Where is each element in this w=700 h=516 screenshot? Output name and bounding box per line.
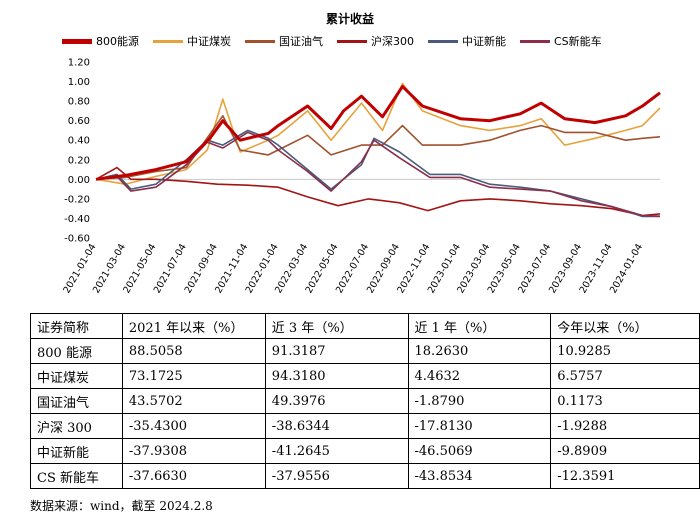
table-row: 中证煤炭 73.1725 94.3180 4.4632 6.5757 xyxy=(30,363,700,389)
table-cell: -37.9556 xyxy=(264,463,409,489)
legend-swatch xyxy=(520,39,550,43)
y-tick-label: 0.00 xyxy=(68,175,90,186)
table-cell: 49.3976 xyxy=(264,388,409,414)
table-cell: 43.5702 xyxy=(121,388,266,414)
legend-label: 沪深300 xyxy=(371,35,414,48)
y-tick-label: 1.00 xyxy=(68,77,90,88)
table-row: CS 新能车 -37.6630 -37.9556 -43.8534 -12.3591 xyxy=(30,463,700,489)
legend-label: 中证煤炭 xyxy=(187,35,231,48)
chart-legend: 800能源 中证煤炭 国证油气 沪深300 中证新能 CS新能车 xyxy=(62,33,602,49)
chart-plot: 1.20 1.00 0.80 0.60 0.40 0.20 0.00 -0.20 -0.40 -0… xyxy=(61,58,661,295)
legend-item: 中证新能 xyxy=(428,33,506,49)
returns-table: 证券简称 2021 年以来（%） 近 3 年（%） 近 1 年（%） 今年以来（… xyxy=(30,313,700,489)
legend-label: CS新能车 xyxy=(554,35,602,48)
y-tick-label: 0.60 xyxy=(68,116,90,127)
legend-swatch xyxy=(245,39,275,43)
table-cell: -37.6630 xyxy=(121,463,266,489)
table-cell: 88.5058 xyxy=(121,338,266,364)
table-cell: 6.5757 xyxy=(550,363,700,389)
table-cell: -43.8534 xyxy=(407,463,552,489)
legend-label: 800能源 xyxy=(96,35,139,48)
table-header-row: 证券简称 2021 年以来（%） 近 3 年（%） 近 1 年（%） 今年以来（… xyxy=(30,313,700,339)
table-row: 中证新能 -37.9308 -41.2645 -46.5069 -9.8909 xyxy=(30,438,700,464)
table-cell: 国证油气 xyxy=(30,388,123,414)
y-tick-label: -0.20 xyxy=(64,194,90,205)
table-header-cell: 2021 年以来（%） xyxy=(121,313,266,339)
table-header-cell: 近 1 年（%） xyxy=(407,313,552,339)
y-tick-label: 1.20 xyxy=(68,58,90,69)
table-row: 国证油气 43.5702 49.3976 -1.8790 0.1173 xyxy=(30,388,700,414)
y-tick-label: -0.40 xyxy=(64,214,90,225)
y-tick-label: 0.20 xyxy=(68,155,90,166)
legend-swatch xyxy=(153,39,183,43)
legend-swatch xyxy=(337,39,367,43)
table-header-cell: 今年以来（%） xyxy=(550,313,700,339)
table-cell: 18.2630 xyxy=(407,338,552,364)
table-cell: 10.9285 xyxy=(550,338,700,364)
data-source-note: 数据来源：wind，截至 2024.2.8 xyxy=(30,499,213,513)
table-cell: -9.8909 xyxy=(550,438,700,464)
x-tick-label: 2024-01-04 xyxy=(608,242,645,295)
table-cell: 91.3187 xyxy=(264,338,409,364)
table-cell: -35.4300 xyxy=(121,413,266,439)
table-cell: 4.4632 xyxy=(407,363,552,389)
table-cell: -12.3591 xyxy=(550,463,700,489)
legend-item: CS新能车 xyxy=(520,33,602,49)
legend-swatch xyxy=(428,39,458,43)
series-line xyxy=(95,166,661,217)
table-cell: 中证新能 xyxy=(30,438,123,464)
legend-label: 国证油气 xyxy=(279,35,323,48)
table-row: 800 能源 88.5058 91.3187 18.2630 10.9285 xyxy=(30,338,700,364)
table-cell: 沪深 300 xyxy=(30,413,123,439)
legend-item: 沪深300 xyxy=(337,33,414,49)
table-header-cell: 近 3 年（%） xyxy=(264,313,409,339)
legend-item: 中证煤炭 xyxy=(153,33,231,49)
y-tick-label: 0.80 xyxy=(68,97,90,108)
table-cell: -41.2645 xyxy=(264,438,409,464)
table-cell: -37.9308 xyxy=(121,438,266,464)
chart-title: 累计收益 xyxy=(325,12,374,26)
table-cell: 0.1173 xyxy=(550,388,700,414)
table-cell: CS 新能车 xyxy=(30,463,123,489)
table-cell: 94.3180 xyxy=(264,363,409,389)
series-line xyxy=(95,84,661,181)
series-line xyxy=(95,131,661,217)
table-cell: -1.8790 xyxy=(407,388,552,414)
table-cell: -46.5069 xyxy=(407,438,552,464)
table-cell: -1.9288 xyxy=(550,413,700,439)
table-header-cell: 证券简称 xyxy=(30,313,123,339)
table-cell: 中证煤炭 xyxy=(30,363,123,389)
legend-item: 国证油气 xyxy=(245,33,323,49)
y-tick-label: 0.40 xyxy=(68,136,90,147)
table-cell: 800 能源 xyxy=(30,338,123,364)
table-cell: -17.8130 xyxy=(407,413,552,439)
table-row: 沪深 300 -35.4300 -38.6344 -17.8130 -1.9288 xyxy=(30,413,700,439)
legend-swatch xyxy=(62,38,92,44)
table-cell: 73.1725 xyxy=(121,363,266,389)
y-tick-label: -0.60 xyxy=(64,234,90,245)
legend-item: 800能源 xyxy=(62,33,139,49)
table-cell: -38.6344 xyxy=(264,413,409,439)
legend-label: 中证新能 xyxy=(462,35,506,48)
series-line xyxy=(95,82,661,185)
